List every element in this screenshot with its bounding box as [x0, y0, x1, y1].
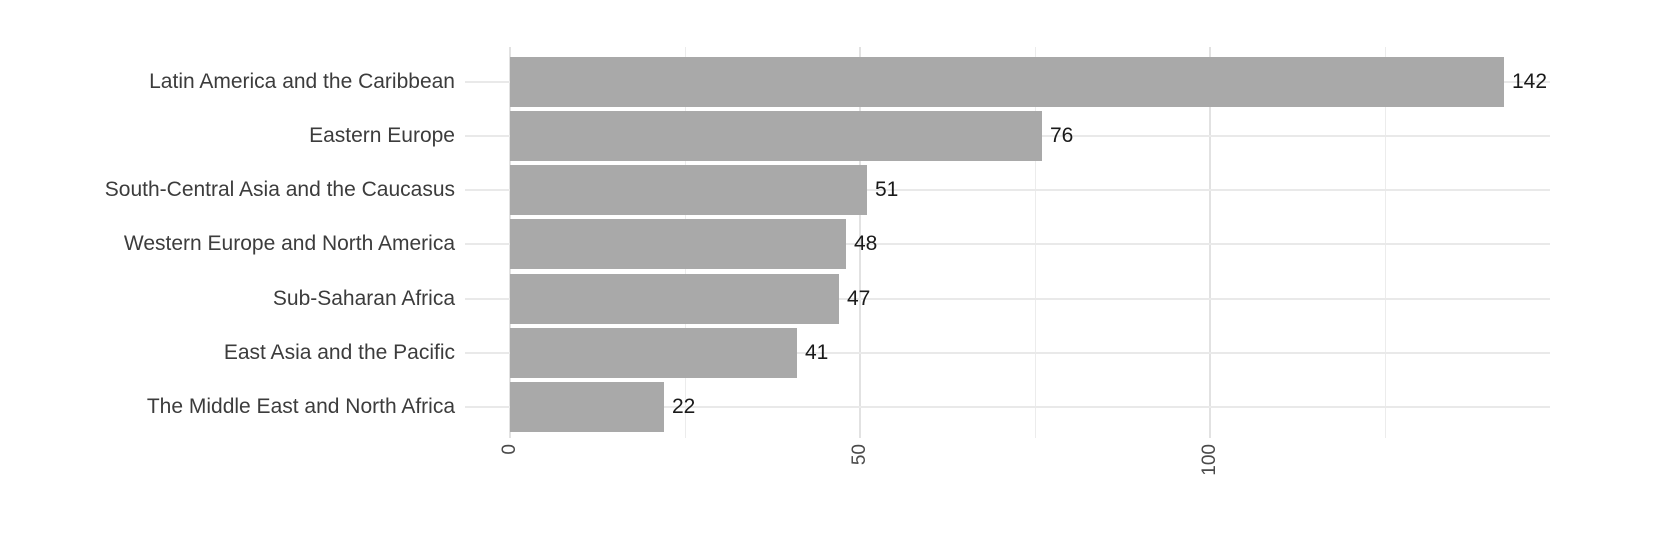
bar — [510, 219, 846, 270]
value-label: 48 — [854, 232, 878, 256]
bar — [510, 110, 1042, 161]
gridline-x-major — [859, 47, 861, 438]
value-label: 41 — [805, 341, 829, 364]
value-label: 22 — [672, 395, 696, 419]
bar — [510, 165, 867, 216]
x-tick-label-text: 50 — [849, 444, 870, 466]
gridline-y — [465, 243, 1550, 246]
category-label: Latin America and the Caribbean — [149, 69, 455, 93]
category-label: East Asia and the Pacific — [223, 341, 455, 364]
value-label: 142 — [1512, 69, 1548, 93]
gridline-x-minor — [1385, 47, 1386, 438]
gridline-y — [465, 406, 1550, 409]
value-label: 47 — [847, 286, 871, 310]
gridline-y — [465, 189, 1550, 192]
x-tick-label-text: 100 — [1199, 444, 1220, 476]
bar — [510, 56, 1504, 107]
x-tick-label-text: 0 — [499, 444, 520, 455]
category-label: Eastern Europe — [309, 123, 455, 147]
gridline-y — [465, 297, 1550, 300]
bar — [510, 382, 664, 433]
gridline-y — [465, 352, 1550, 354]
gridline-x-major — [1209, 47, 1211, 438]
category-label: Sub-Saharan Africa — [272, 286, 455, 310]
category-label: Western Europe and North America — [123, 232, 455, 256]
category-label: South-Central Asia and the Caucasus — [104, 178, 455, 202]
bar — [510, 273, 839, 324]
gridline-x-minor — [1035, 47, 1036, 438]
value-label: 51 — [875, 178, 899, 202]
plot-area — [465, 47, 1550, 438]
value-label: 76 — [1050, 123, 1074, 147]
bar — [510, 328, 797, 378]
category-label: The Middle East and North Africa — [146, 395, 455, 419]
x-tick-label: 50 — [843, 444, 877, 524]
x-tick-label: 100 — [1193, 444, 1227, 524]
x-tick-label: 0 — [493, 444, 527, 524]
